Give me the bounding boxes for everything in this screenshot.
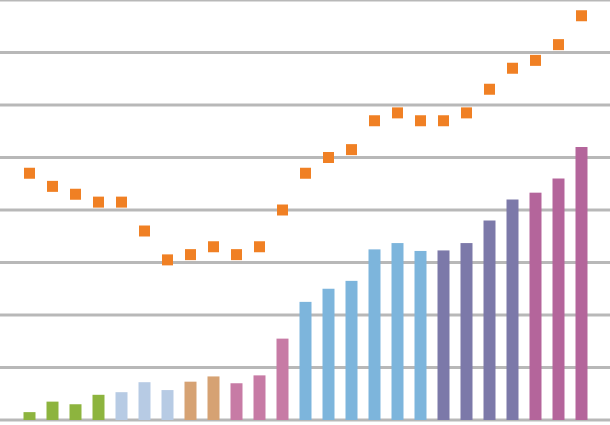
bar [391, 243, 404, 420]
marker-point [346, 144, 357, 156]
marker-point [323, 152, 334, 163]
bar [552, 178, 565, 420]
marker-point [47, 180, 58, 192]
bar [115, 392, 128, 420]
bar [506, 199, 519, 420]
bar [483, 220, 496, 420]
bar [23, 412, 36, 420]
bar [437, 250, 450, 420]
marker-point [24, 167, 35, 179]
bar [46, 401, 59, 420]
marker-point [70, 188, 81, 200]
marker-point [139, 225, 150, 237]
bar [161, 390, 174, 420]
bar [230, 383, 243, 420]
bar [322, 288, 335, 420]
bar [529, 192, 542, 420]
marker-point [231, 249, 242, 261]
bar [207, 376, 220, 420]
bar [299, 301, 312, 420]
bar [345, 280, 358, 420]
bar [253, 375, 266, 420]
marker-point [507, 62, 518, 74]
bar [92, 394, 105, 420]
marker-point [93, 196, 104, 208]
marker-point [254, 241, 265, 253]
marker-point [208, 241, 219, 253]
bar [414, 250, 427, 420]
marker-point [484, 83, 495, 95]
bar [69, 404, 82, 420]
bar-series [23, 147, 588, 420]
marker-point [162, 254, 173, 266]
bar [138, 382, 151, 420]
marker-point [438, 115, 449, 127]
marker-point [530, 54, 541, 66]
marker-series [24, 10, 587, 266]
bar [575, 147, 588, 420]
marker-point [576, 10, 587, 22]
marker-point [553, 39, 564, 51]
marker-point [300, 167, 311, 179]
marker-point [277, 204, 288, 216]
marker-point [392, 107, 403, 119]
marker-point [185, 249, 196, 261]
marker-point [369, 115, 380, 127]
marker-point [461, 107, 472, 119]
marker-point [116, 196, 127, 208]
bar [276, 338, 289, 420]
marker-point [415, 115, 426, 127]
bar [460, 243, 473, 420]
bar [184, 381, 197, 420]
bar [368, 249, 381, 420]
